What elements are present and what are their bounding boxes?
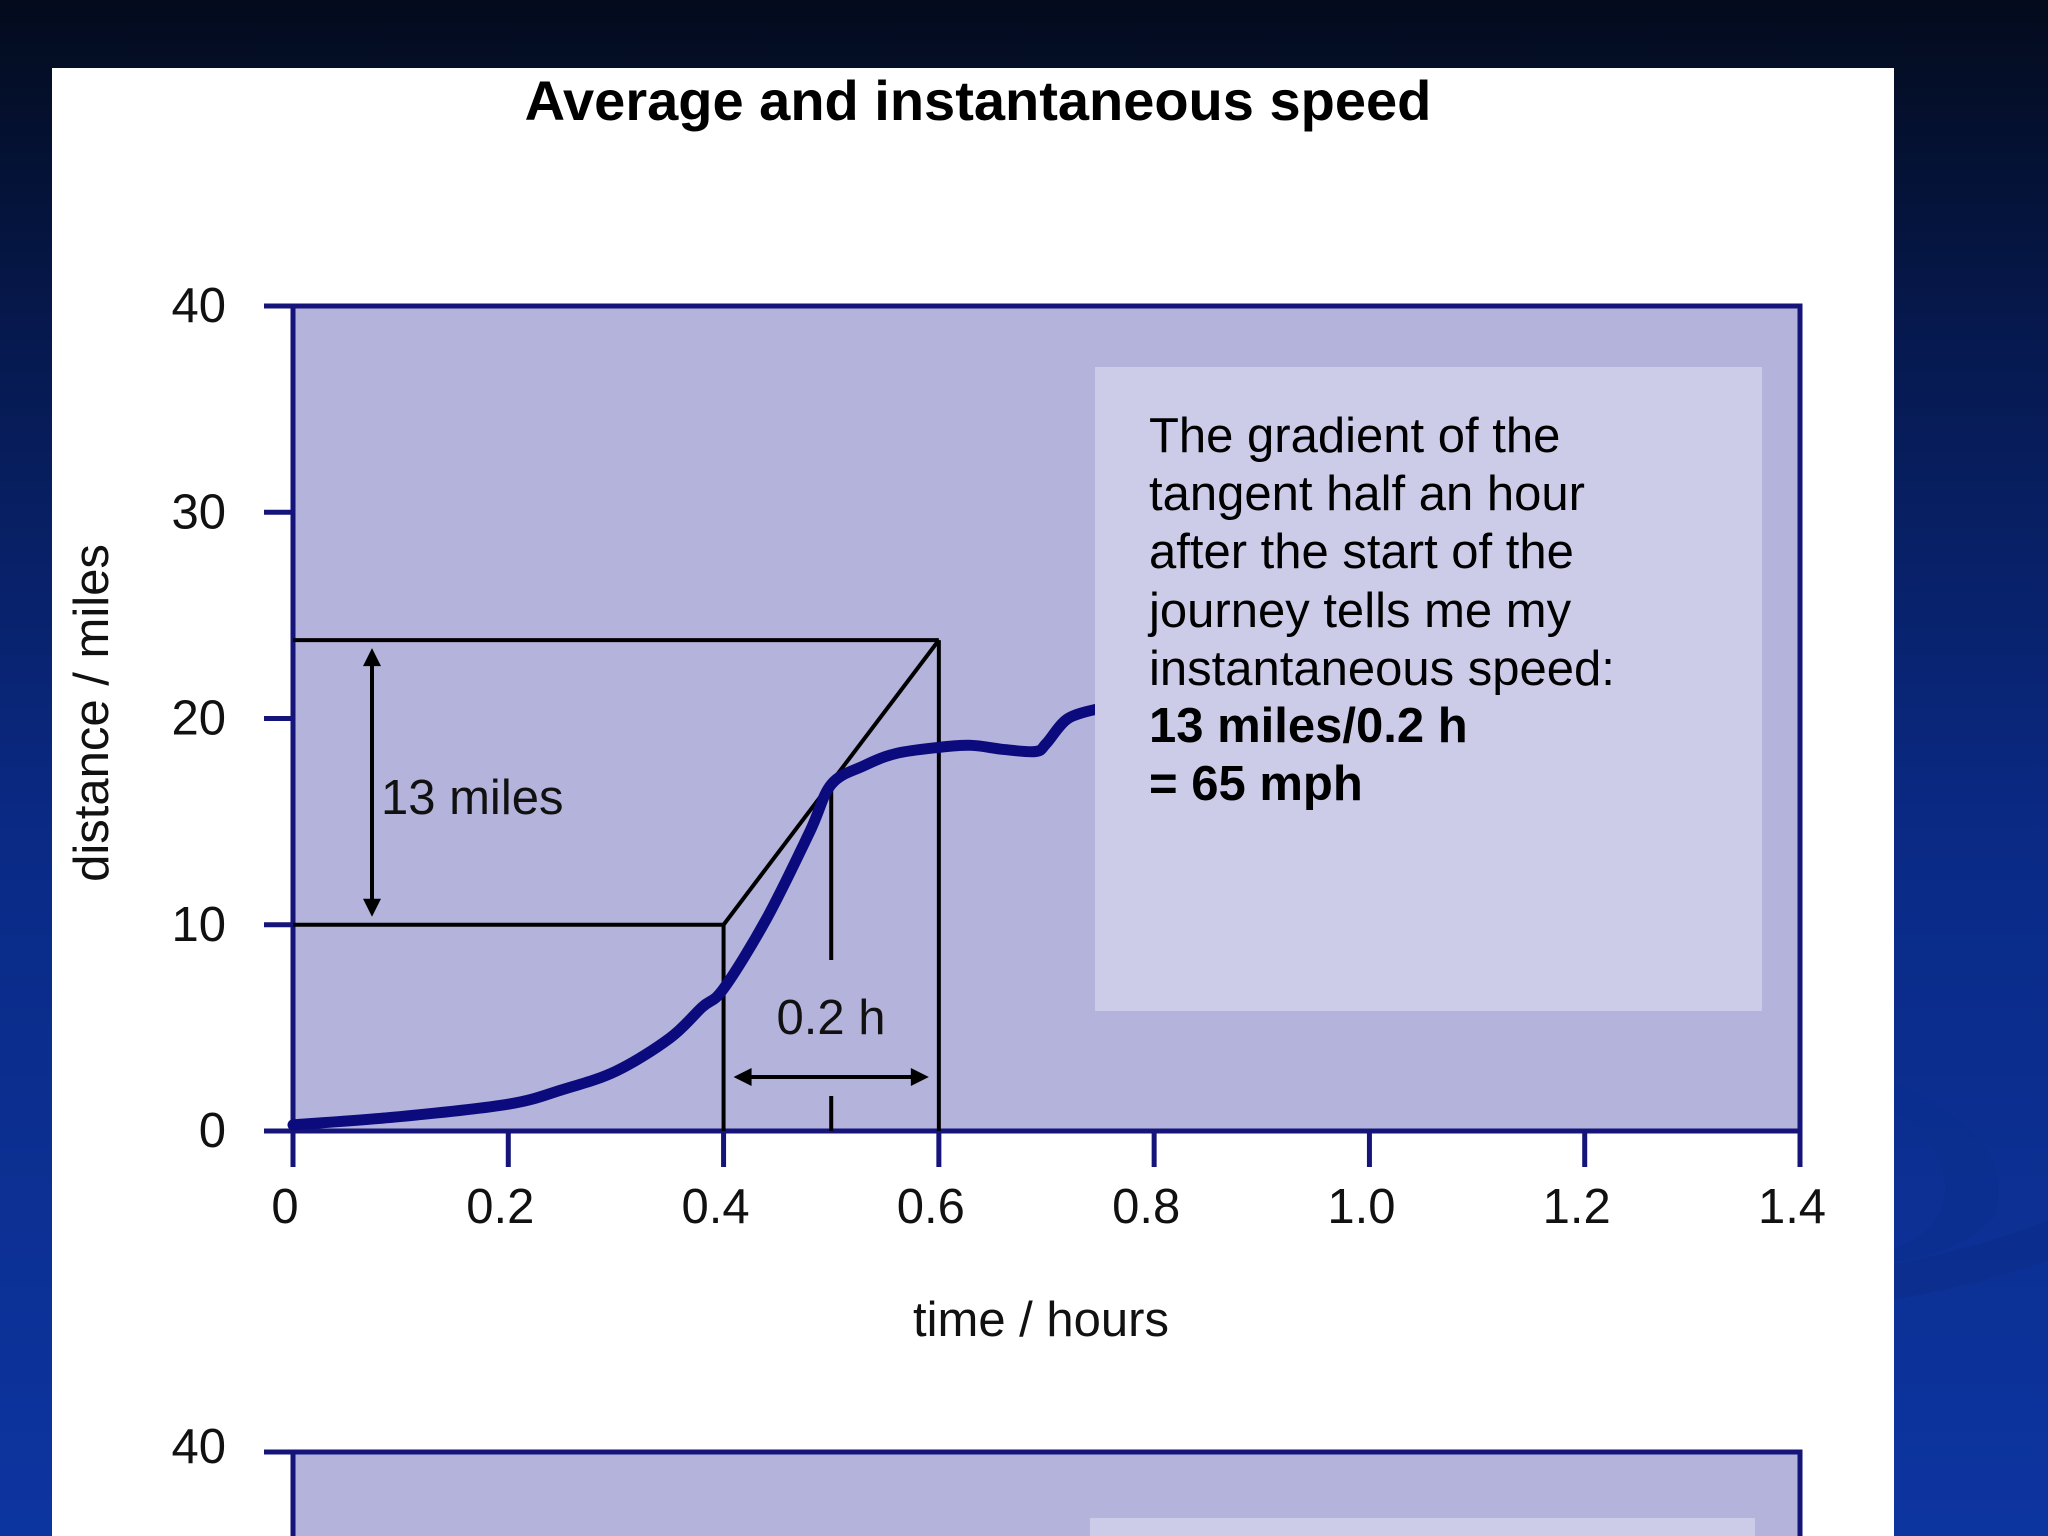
main-chart: 0 0.2 0.4 0.6 0.8 1.0 1.2 1.4 0 10 20 30 40 The grad… [65, 279, 1826, 1347]
note-line-1: The gradient of the [1149, 409, 1560, 463]
annotation-0-2-h: 0.2 h [777, 991, 886, 1045]
x-tick-label: 1.2 [1543, 1180, 1611, 1234]
annotation-13-miles: 13 miles [381, 771, 563, 825]
y-tick-label: 10 [171, 898, 226, 952]
distance-arrow-head-up [363, 648, 381, 667]
note-line-2: tangent half an hour [1149, 467, 1585, 521]
distance-curve [287, 702, 1106, 1131]
note-box [1095, 367, 1762, 1011]
note-line-3: after the start of the [1149, 525, 1574, 579]
second-y-tick-label-40: 40 [171, 1420, 226, 1474]
distance-arrow-head-down [363, 898, 381, 917]
x-tick-label: 0.2 [466, 1180, 534, 1234]
y-axis-title: distance / miles [65, 544, 119, 882]
x-tick-label: 0.6 [897, 1180, 965, 1234]
x-tick-label: 1.0 [1327, 1180, 1395, 1234]
axis-ticks: 0 0.2 0.4 0.6 0.8 1.0 1.2 1.4 0 10 20 30 40 [171, 279, 1826, 1234]
x-tick-label: 0 [271, 1180, 298, 1234]
y-tick-label: 0 [199, 1104, 226, 1158]
y-tick-label: 40 [171, 279, 226, 333]
x-tick-label: 1.4 [1758, 1180, 1826, 1234]
note-line-4: journey tells me my [1147, 584, 1572, 638]
note-bold-line-2: = 65 mph [1149, 757, 1363, 811]
note-line-5: instantaneous speed: [1149, 642, 1615, 696]
note-bold-line-1: 13 miles/0.2 h [1149, 699, 1468, 753]
chart-title: Average and instantaneous speed [525, 69, 1432, 132]
second-note-box [1090, 1518, 1755, 1536]
second-chart: 40 [171, 1420, 1803, 1536]
x-axis-title: time / hours [913, 1293, 1169, 1347]
y-tick-label: 20 [171, 692, 226, 746]
time-arrow-head-right [910, 1068, 929, 1086]
background-swoosh [1890, 1080, 2000, 1262]
y-tick-label: 30 [171, 485, 226, 539]
background-swoosh-lower [1890, 1220, 2048, 1300]
note-text: The gradient of the tangent half an hour… [1147, 409, 1615, 811]
x-tick-label: 0.4 [682, 1180, 750, 1234]
x-tick-label: 0.8 [1112, 1180, 1180, 1234]
time-arrow-head-left [733, 1068, 752, 1086]
